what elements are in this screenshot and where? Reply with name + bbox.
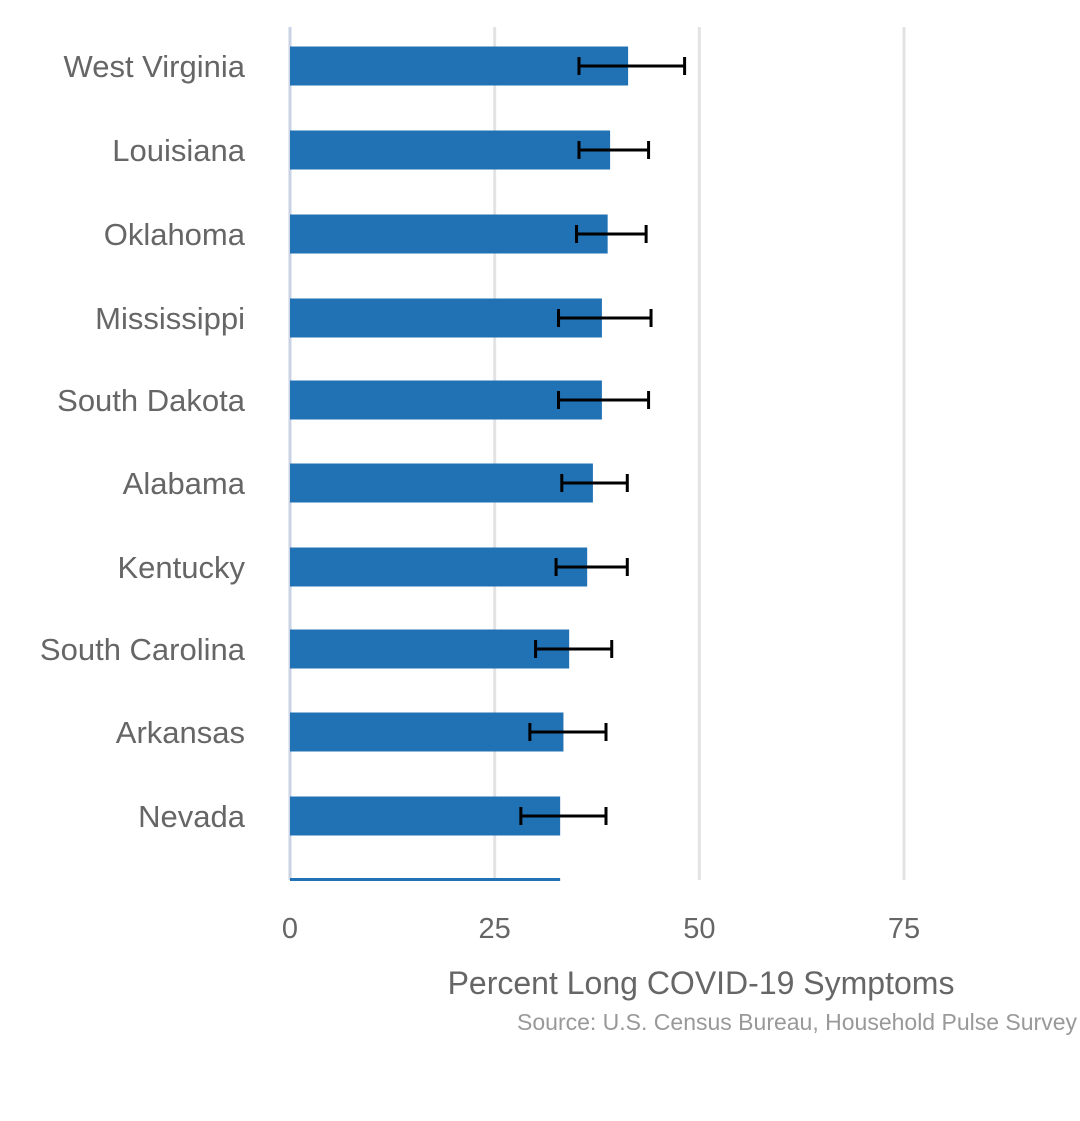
error-bar — [554, 558, 629, 576]
category-label: Arkansas — [116, 715, 245, 750]
error-bar — [528, 723, 608, 741]
bar — [290, 130, 611, 170]
category-labels: West Virginia Louisiana Oklahoma Mississipp… — [40, 49, 246, 834]
x-axis-title: Percent Long COVID-19 Symptoms — [448, 965, 955, 1001]
category-label: South Dakota — [57, 383, 246, 418]
error-bar — [575, 225, 648, 243]
bar — [290, 46, 629, 86]
bars — [290, 46, 629, 881]
category-label: Alabama — [123, 466, 246, 501]
bar — [290, 380, 602, 420]
bar-clipped-edge — [290, 878, 561, 881]
category-label: Louisiana — [112, 133, 245, 168]
error-bar — [534, 640, 614, 658]
category-label: Nevada — [138, 799, 246, 834]
source-note: Source: U.S. Census Bureau, Household Pu… — [517, 1009, 1077, 1035]
category-label: Oklahoma — [104, 217, 246, 252]
category-label: South Carolina — [40, 632, 246, 667]
bar — [290, 629, 570, 669]
error-bar — [560, 474, 629, 492]
x-tick-label: 25 — [479, 913, 511, 945]
category-label: Kentucky — [117, 550, 245, 585]
bar — [290, 463, 593, 503]
error-bar — [557, 391, 651, 409]
bar — [290, 214, 608, 254]
error-bar — [519, 807, 608, 825]
x-tick-labels: 0 25 50 75 — [282, 913, 920, 945]
bar — [290, 796, 561, 836]
error-bars — [519, 57, 687, 825]
category-label: Mississippi — [95, 301, 245, 336]
x-tick-label: 50 — [683, 913, 715, 945]
error-bar — [577, 57, 687, 75]
bar — [290, 712, 564, 752]
error-bar — [557, 309, 653, 327]
x-tick-label: 75 — [888, 913, 920, 945]
x-tick-label: 0 — [282, 913, 298, 945]
bar — [290, 547, 588, 587]
error-bar — [577, 141, 651, 159]
bar — [290, 298, 602, 338]
category-label: West Virginia — [64, 49, 246, 84]
